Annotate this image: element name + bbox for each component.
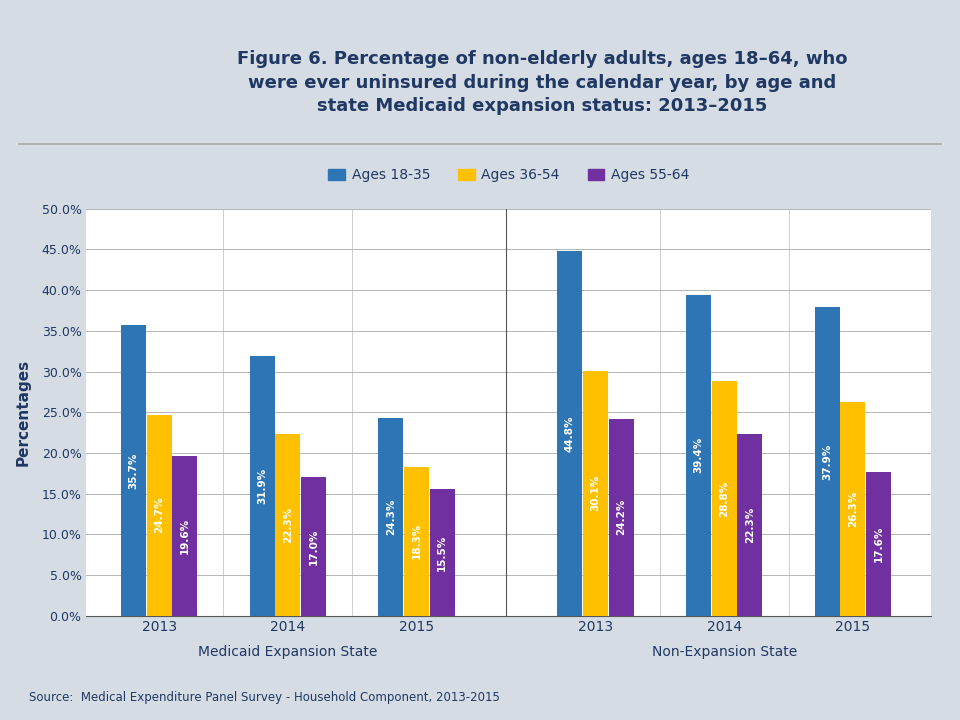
- Bar: [276, 434, 300, 616]
- Bar: [583, 371, 608, 616]
- Bar: [404, 467, 429, 616]
- Bar: [609, 419, 634, 616]
- Text: 24.7%: 24.7%: [155, 497, 164, 534]
- Text: 39.4%: 39.4%: [693, 437, 704, 474]
- Text: 37.9%: 37.9%: [822, 444, 832, 480]
- Bar: [737, 434, 762, 616]
- Bar: [301, 477, 326, 616]
- Bar: [558, 251, 583, 616]
- Bar: [173, 456, 198, 616]
- Bar: [250, 356, 275, 616]
- Text: Non-Expansion State: Non-Expansion State: [652, 644, 797, 659]
- Text: Figure 6. Percentage of non-elderly adults, ages 18–64, who
were ever uninsured : Figure 6. Percentage of non-elderly adul…: [237, 50, 848, 115]
- Bar: [147, 415, 172, 616]
- Bar: [840, 402, 865, 616]
- Text: 19.6%: 19.6%: [180, 518, 190, 554]
- Text: Source:  Medical Expenditure Panel Survey - Household Component, 2013-2015: Source: Medical Expenditure Panel Survey…: [29, 691, 499, 704]
- Bar: [866, 472, 891, 616]
- Text: 44.8%: 44.8%: [564, 415, 575, 451]
- Text: 24.3%: 24.3%: [386, 498, 396, 535]
- Legend: Ages 18-35, Ages 36-54, Ages 55-64: Ages 18-35, Ages 36-54, Ages 55-64: [323, 163, 695, 188]
- Text: 35.7%: 35.7%: [129, 452, 138, 489]
- Bar: [121, 325, 146, 616]
- Text: 22.3%: 22.3%: [283, 507, 293, 543]
- Text: 15.5%: 15.5%: [437, 534, 447, 571]
- Bar: [686, 295, 711, 616]
- Bar: [378, 418, 403, 616]
- Text: 30.1%: 30.1%: [590, 475, 601, 511]
- Text: 31.9%: 31.9%: [257, 468, 267, 504]
- Bar: [430, 490, 455, 616]
- Text: Medicaid Expansion State: Medicaid Expansion State: [198, 644, 377, 659]
- Text: 28.8%: 28.8%: [719, 480, 730, 516]
- Bar: [815, 307, 840, 616]
- Y-axis label: Percentages: Percentages: [15, 359, 31, 466]
- Text: 22.3%: 22.3%: [745, 507, 755, 543]
- Text: 18.3%: 18.3%: [412, 523, 421, 559]
- Text: 26.3%: 26.3%: [848, 490, 858, 527]
- Text: 17.0%: 17.0%: [308, 528, 319, 564]
- Text: 24.2%: 24.2%: [616, 499, 626, 536]
- Text: 17.6%: 17.6%: [874, 526, 883, 562]
- Bar: [711, 382, 736, 616]
